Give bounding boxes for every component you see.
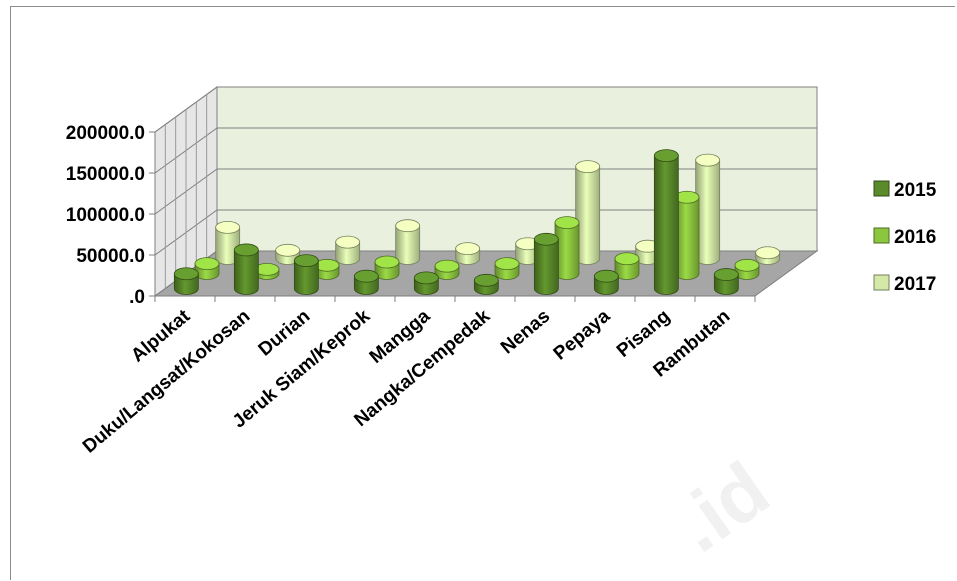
bar-2017-9 [755, 246, 781, 265]
bar-top [353, 269, 379, 283]
bar-2015-0 [173, 267, 199, 295]
bar-2015-7 [593, 269, 619, 295]
legend-swatch [873, 227, 890, 244]
bar-2016-4 [434, 259, 460, 280]
bar-top [413, 271, 439, 285]
bar-top [275, 243, 301, 257]
legend-swatch [873, 274, 890, 291]
bar-top [473, 273, 499, 287]
bar-2016-9 [734, 258, 760, 280]
y-tick-label: 200000.0 [66, 123, 145, 144]
bar-2017-6 [575, 160, 601, 265]
bar-top [173, 267, 199, 281]
bar-top [455, 242, 481, 256]
bar-body [233, 249, 259, 295]
bar-top [293, 254, 319, 268]
bar-top [554, 216, 580, 230]
bar-top [734, 258, 760, 272]
bar-top [653, 149, 679, 163]
bar-2016-7 [614, 252, 640, 280]
bar-2017-2 [335, 235, 361, 265]
bar-2015-9 [713, 268, 739, 295]
watermark: .id [659, 445, 784, 569]
y-tick-label: 50000.0 [76, 246, 145, 267]
bar-top [434, 259, 460, 273]
bar-top [233, 243, 259, 257]
bar-top [695, 153, 721, 167]
bar-top [533, 232, 559, 246]
bar-2015-6 [533, 232, 559, 295]
bar-2015-3 [353, 269, 379, 295]
y-tick-label: .0 [129, 287, 145, 308]
bar-2015-5 [473, 273, 499, 295]
bar-top [374, 255, 400, 269]
bar-2017-8 [695, 153, 721, 265]
bar-top [335, 235, 361, 249]
bar-2016-3 [374, 255, 400, 280]
bar-2015-8 [653, 149, 679, 295]
chart-frame [10, 6, 955, 580]
bar-top [395, 219, 421, 233]
legend-label: 2016 [894, 227, 936, 248]
bar-2015-2 [293, 254, 319, 295]
bar-2016-1 [254, 262, 280, 280]
bar-top [194, 257, 220, 271]
bar-2016-6 [554, 216, 580, 280]
legend-label: 2015 [894, 180, 937, 201]
bar-2017-4 [455, 242, 481, 265]
bar-2017-3 [395, 219, 421, 265]
x-tick-label: Nenas [497, 306, 554, 359]
legend-swatch [873, 180, 890, 197]
bar-top [494, 257, 520, 271]
bar-2016-5 [494, 257, 520, 280]
legend: 2015 2016 2017 [873, 180, 937, 295]
bar-2015-1 [233, 243, 259, 295]
bar-top [614, 252, 640, 266]
bar-top [713, 268, 739, 281]
legend-label: 2017 [894, 274, 936, 295]
bar-top [215, 220, 241, 234]
bar-body [533, 238, 559, 295]
bar-body [293, 260, 319, 295]
y-tick-label: 100000.0 [66, 205, 145, 226]
bar-2017-1 [275, 243, 301, 265]
y-tick-label: 150000.0 [66, 164, 145, 185]
bar-2016-0 [194, 257, 220, 280]
x-tick-label: Pepaya [550, 305, 615, 364]
bar-2017-0 [215, 220, 241, 265]
bar-top [593, 269, 619, 283]
bar-top [575, 160, 601, 174]
chart-bars [173, 149, 781, 295]
bar-2015-4 [413, 271, 439, 295]
bar-top [755, 246, 781, 260]
bar-2016-2 [314, 258, 340, 280]
bar-body [653, 155, 679, 295]
y-axis-ticks: .0 50000.0 100000.0 150000.0 200000.0 [66, 123, 756, 308]
